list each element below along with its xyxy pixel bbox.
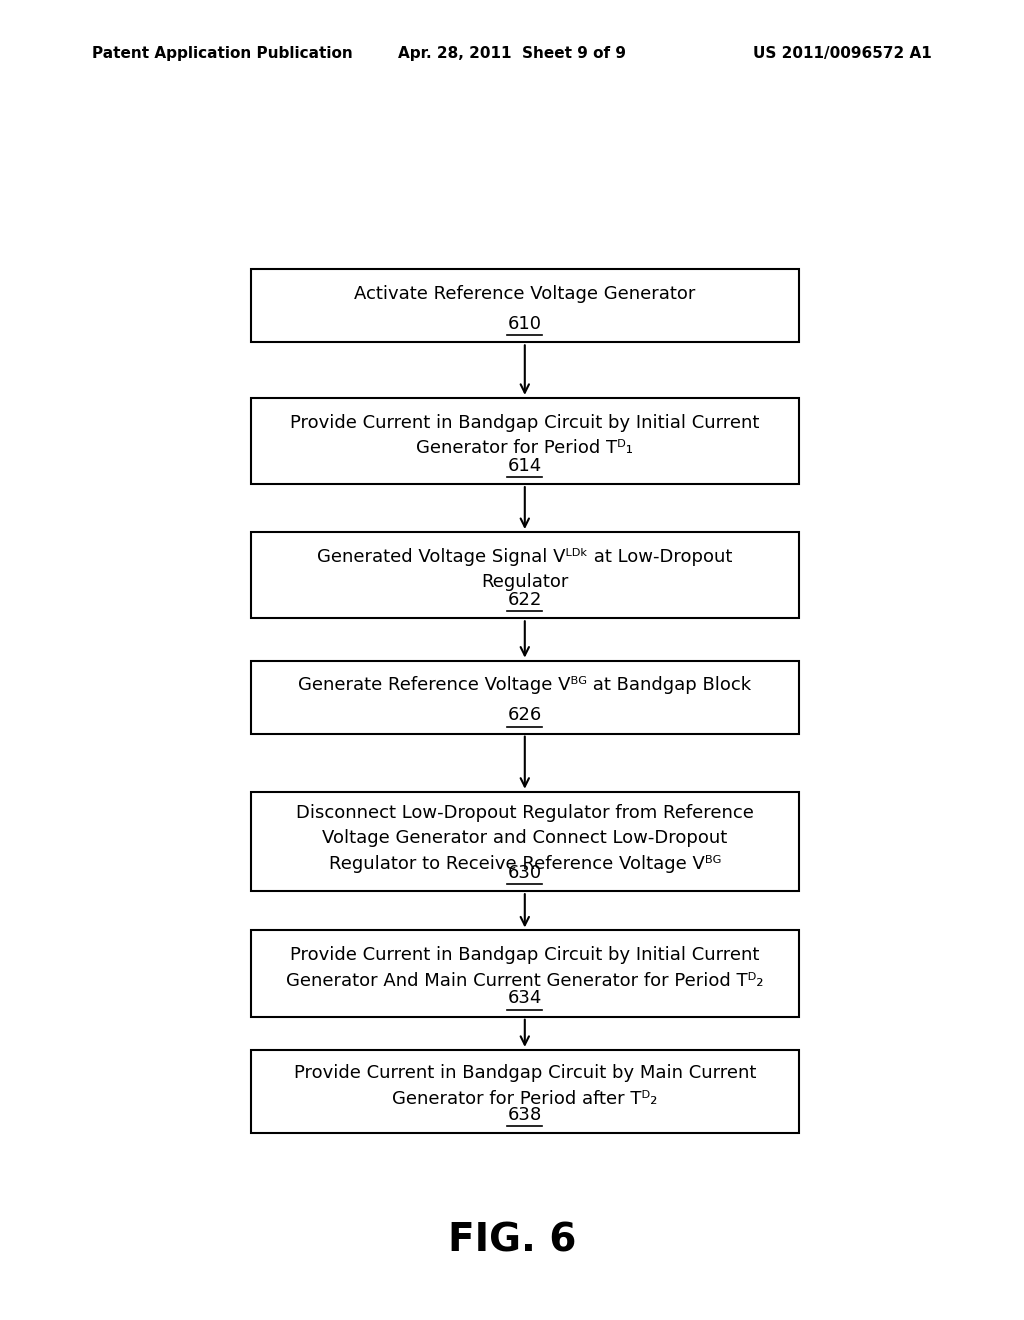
Text: Generator for Period Tᴰ₁: Generator for Period Tᴰ₁ xyxy=(417,440,633,457)
Bar xyxy=(251,1049,799,1133)
Text: Generator And Main Current Generator for Period Tᴰ₂: Generator And Main Current Generator for… xyxy=(286,972,764,990)
Text: Provide Current in Bandgap Circuit by Initial Current: Provide Current in Bandgap Circuit by In… xyxy=(290,413,760,432)
Text: Provide Current in Bandgap Circuit by Main Current: Provide Current in Bandgap Circuit by Ma… xyxy=(294,1064,756,1082)
Bar xyxy=(251,792,799,891)
Text: US 2011/0096572 A1: US 2011/0096572 A1 xyxy=(753,46,932,61)
Text: Regulator: Regulator xyxy=(481,573,568,591)
Bar xyxy=(251,269,799,342)
Text: Disconnect Low-Dropout Regulator from Reference: Disconnect Low-Dropout Regulator from Re… xyxy=(296,804,754,822)
Text: 622: 622 xyxy=(508,591,542,609)
Bar xyxy=(251,532,799,618)
Text: 630: 630 xyxy=(508,863,542,882)
Text: Activate Reference Voltage Generator: Activate Reference Voltage Generator xyxy=(354,285,695,302)
Text: 626: 626 xyxy=(508,706,542,725)
Text: FIG. 6: FIG. 6 xyxy=(447,1222,577,1259)
Text: Patent Application Publication: Patent Application Publication xyxy=(92,46,353,61)
Text: 634: 634 xyxy=(508,990,542,1007)
Bar xyxy=(251,931,799,1016)
Bar xyxy=(251,660,799,734)
Text: Generate Reference Voltage Vᴮᴳ at Bandgap Block: Generate Reference Voltage Vᴮᴳ at Bandga… xyxy=(298,676,752,694)
Text: 610: 610 xyxy=(508,315,542,333)
Bar xyxy=(251,397,799,484)
Text: Generator for Period after Tᴰ₂: Generator for Period after Tᴰ₂ xyxy=(392,1089,657,1107)
Text: Generated Voltage Signal Vᴸᴰᵏ at Low-Dropout: Generated Voltage Signal Vᴸᴰᵏ at Low-Dro… xyxy=(317,548,732,566)
Text: 638: 638 xyxy=(508,1106,542,1123)
Text: Voltage Generator and Connect Low-Dropout: Voltage Generator and Connect Low-Dropou… xyxy=(323,829,727,847)
Text: 614: 614 xyxy=(508,457,542,475)
Text: Apr. 28, 2011  Sheet 9 of 9: Apr. 28, 2011 Sheet 9 of 9 xyxy=(398,46,626,61)
Text: Provide Current in Bandgap Circuit by Initial Current: Provide Current in Bandgap Circuit by In… xyxy=(290,946,760,964)
Text: Regulator to Receive Reference Voltage Vᴮᴳ: Regulator to Receive Reference Voltage V… xyxy=(329,855,721,873)
